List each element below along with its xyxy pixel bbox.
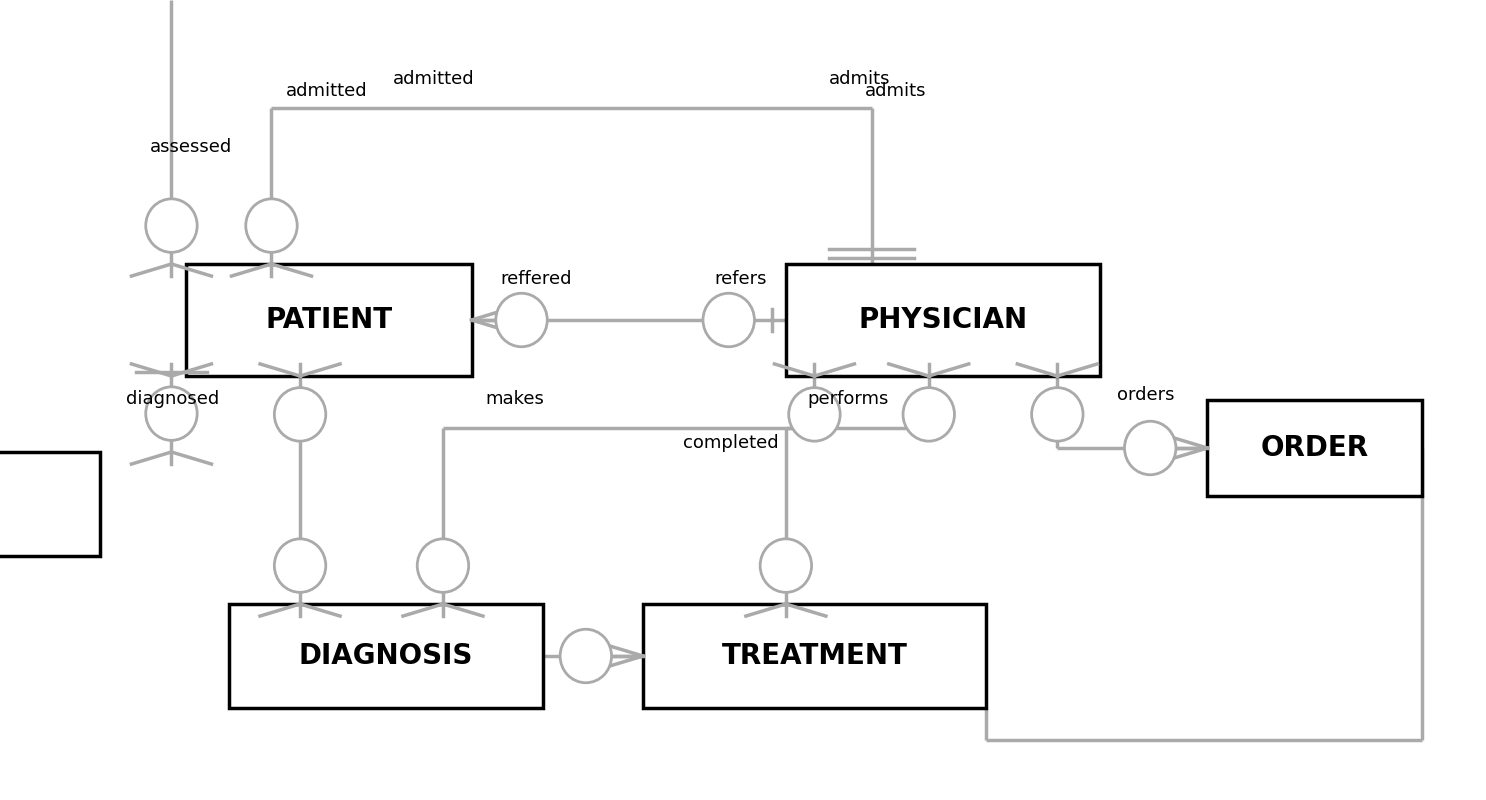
Ellipse shape <box>275 388 325 441</box>
Text: refers: refers <box>715 270 767 288</box>
Ellipse shape <box>703 294 755 346</box>
Text: admits: admits <box>829 70 890 88</box>
Bar <box>643 604 985 708</box>
Bar <box>786 264 1100 376</box>
Text: performs: performs <box>807 390 889 408</box>
Text: admitted: admitted <box>285 82 367 100</box>
Ellipse shape <box>245 199 297 252</box>
Text: ORDER: ORDER <box>1260 434 1369 462</box>
Ellipse shape <box>1125 422 1175 474</box>
Bar <box>1207 400 1422 496</box>
Ellipse shape <box>903 388 954 441</box>
Ellipse shape <box>275 539 325 592</box>
Text: admitted: admitted <box>392 70 474 88</box>
Text: orders: orders <box>1117 386 1175 404</box>
Ellipse shape <box>560 630 612 682</box>
Ellipse shape <box>146 387 198 440</box>
Text: admits: admits <box>865 82 926 100</box>
Text: makes: makes <box>486 390 545 408</box>
Bar <box>0 452 100 556</box>
Ellipse shape <box>1031 388 1083 441</box>
Bar <box>186 264 471 376</box>
Text: reffered: reffered <box>501 270 572 288</box>
Bar <box>229 604 542 708</box>
Text: PATIENT: PATIENT <box>265 306 392 334</box>
Ellipse shape <box>496 294 547 346</box>
Text: TREATMENT: TREATMENT <box>722 642 908 670</box>
Ellipse shape <box>146 199 198 252</box>
Ellipse shape <box>418 539 468 592</box>
Text: diagnosed: diagnosed <box>126 390 218 408</box>
Text: PHYSICIAN: PHYSICIAN <box>859 306 1028 334</box>
Ellipse shape <box>761 539 811 592</box>
Ellipse shape <box>789 388 840 441</box>
Text: assessed: assessed <box>150 138 232 156</box>
Text: DIAGNOSIS: DIAGNOSIS <box>299 642 473 670</box>
Text: completed: completed <box>684 434 779 452</box>
